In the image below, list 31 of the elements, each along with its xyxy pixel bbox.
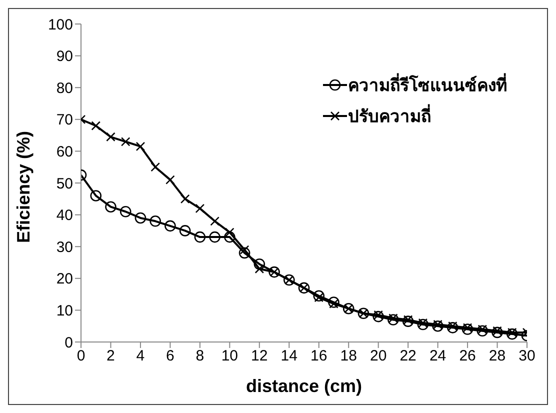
y-tick-label: 70 bbox=[56, 112, 73, 129]
x-tick-label: 14 bbox=[280, 348, 298, 365]
x-axis-title: distance (cm) bbox=[246, 376, 362, 396]
y-tick-label: 60 bbox=[56, 144, 73, 161]
x-tick-label: 2 bbox=[106, 348, 115, 365]
x-tick-label: 0 bbox=[76, 348, 86, 365]
x-tick-label: 30 bbox=[518, 348, 536, 365]
x-tick-label: 10 bbox=[221, 348, 238, 365]
y-tick-label: 50 bbox=[56, 175, 73, 192]
y-axis-title: Eficiency (%) bbox=[13, 130, 34, 243]
x-tick-label: 18 bbox=[340, 348, 357, 365]
x-tick-label: 4 bbox=[136, 348, 145, 365]
y-tick-label: 20 bbox=[56, 270, 73, 288]
y-tick-label: 40 bbox=[56, 207, 73, 224]
y-tick-label: 10 bbox=[56, 302, 73, 320]
x-tick-label: 16 bbox=[310, 348, 328, 365]
y-tick-label: 90 bbox=[56, 48, 73, 66]
x-tick-label: 8 bbox=[196, 348, 204, 365]
x-tick-label: 6 bbox=[166, 348, 174, 365]
x-tick-label: 12 bbox=[251, 348, 268, 365]
legend-label: ความถี่รีโซแนนซ์คงที่ bbox=[348, 72, 507, 97]
y-tick-label: 100 bbox=[48, 16, 73, 34]
y-tick-label: 0 bbox=[64, 334, 73, 352]
x-tick-label: 20 bbox=[370, 348, 387, 365]
legend-label: ปรับความถี่ bbox=[348, 103, 431, 128]
y-tick-label: 30 bbox=[56, 238, 73, 256]
x-tick-label: 28 bbox=[488, 348, 506, 365]
x-tick-label: 24 bbox=[429, 348, 446, 365]
x-tick-label: 22 bbox=[400, 348, 416, 365]
y-tick-label: 80 bbox=[56, 80, 73, 97]
x-tick-label: 26 bbox=[459, 348, 476, 365]
